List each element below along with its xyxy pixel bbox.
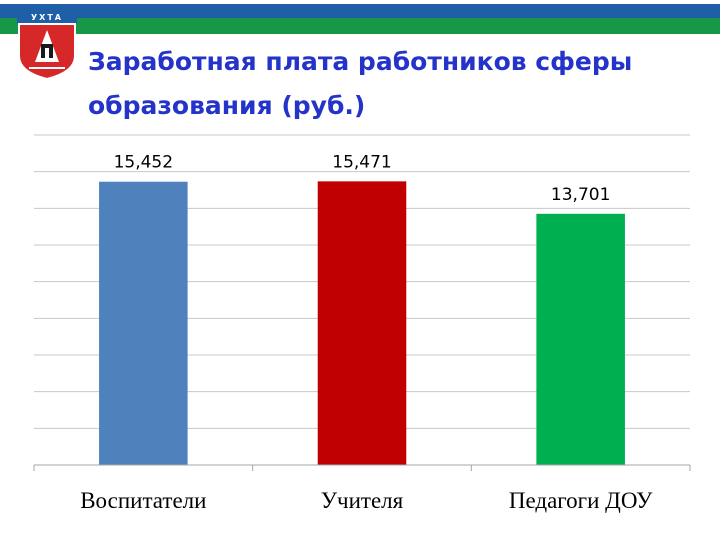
- coat-of-arms-icon: [17, 12, 77, 80]
- chart-category-label: Воспитатели: [80, 488, 206, 513]
- chart-bar: [99, 181, 188, 466]
- chart-category-label: Педагоги ДОУ: [509, 488, 653, 513]
- chart-x-axis: [33, 464, 691, 471]
- chart-category-label: Учителя: [321, 488, 404, 513]
- chart-data-label: 13,701: [551, 185, 610, 205]
- chart-category-labels: Воспитатели Учителя Педагоги ДОУ: [80, 488, 653, 513]
- chart-data-labels: 15,452 15,471 13,701: [114, 152, 611, 204]
- chart-bar: [317, 181, 407, 466]
- chart-bar: [536, 213, 625, 465]
- emblem-label: УХТА: [31, 13, 63, 22]
- header-stripe-green: [0, 18, 720, 34]
- header-stripe-white: [0, 34, 720, 38]
- header-stripe-blue: [0, 4, 720, 18]
- chart-data-label: 15,452: [114, 153, 173, 173]
- chart-bars: [99, 181, 625, 466]
- chart-data-label: 15,471: [332, 152, 391, 172]
- page-title: Заработная плата работников сферы образо…: [88, 47, 633, 120]
- header-stripe-white-top: [0, 0, 720, 4]
